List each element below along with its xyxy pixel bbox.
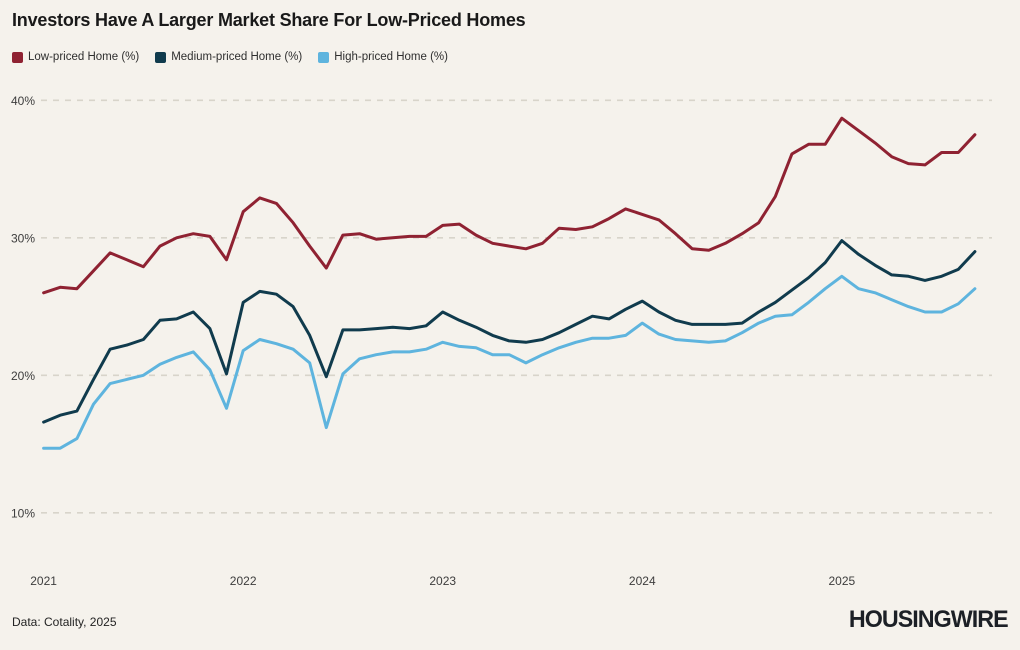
x-tick-label-2022: 2022	[230, 574, 257, 588]
legend-label-medium-priced: Medium-priced Home (%)	[171, 51, 303, 63]
y-tick-label-10: 10%	[11, 506, 35, 520]
legend-label-high-priced: High-priced Home (%)	[334, 51, 448, 63]
y-tick-label-40: 40%	[11, 94, 35, 108]
legend-label-low-priced: Low-priced Home (%)	[28, 51, 140, 63]
x-tick-label-2025: 2025	[828, 574, 855, 588]
x-tick-label-2024: 2024	[629, 574, 656, 588]
legend-swatch-high-priced	[318, 51, 330, 63]
legend-item-medium-priced: Medium-priced Home (%)	[155, 51, 302, 63]
y-tick-label-20: 20%	[11, 369, 35, 383]
chart-title: Investors Have A Larger Market Share For…	[12, 10, 526, 30]
y-tick-label-30: 30%	[11, 231, 35, 245]
legend-item-low-priced: Low-priced Home (%)	[12, 51, 139, 63]
legend-swatch-low-priced	[12, 51, 23, 63]
data-source-note: Data: Cotality, 2025	[12, 615, 117, 629]
x-tick-label-2021: 2021	[30, 574, 57, 588]
series-line-high-priced	[42, 274, 977, 450]
x-tick-label-2023: 2023	[429, 574, 456, 588]
legend-swatch-medium-priced	[155, 51, 167, 63]
series-line-medium-priced	[42, 239, 977, 424]
chart-legend: Low-priced Home (%) Medium-priced Home (…	[12, 51, 448, 63]
legend-item-high-priced: High-priced Home (%)	[318, 51, 448, 63]
series-line-low-priced	[42, 116, 977, 295]
housingwire-logo: HOUSINGWIRE	[849, 606, 1009, 633]
